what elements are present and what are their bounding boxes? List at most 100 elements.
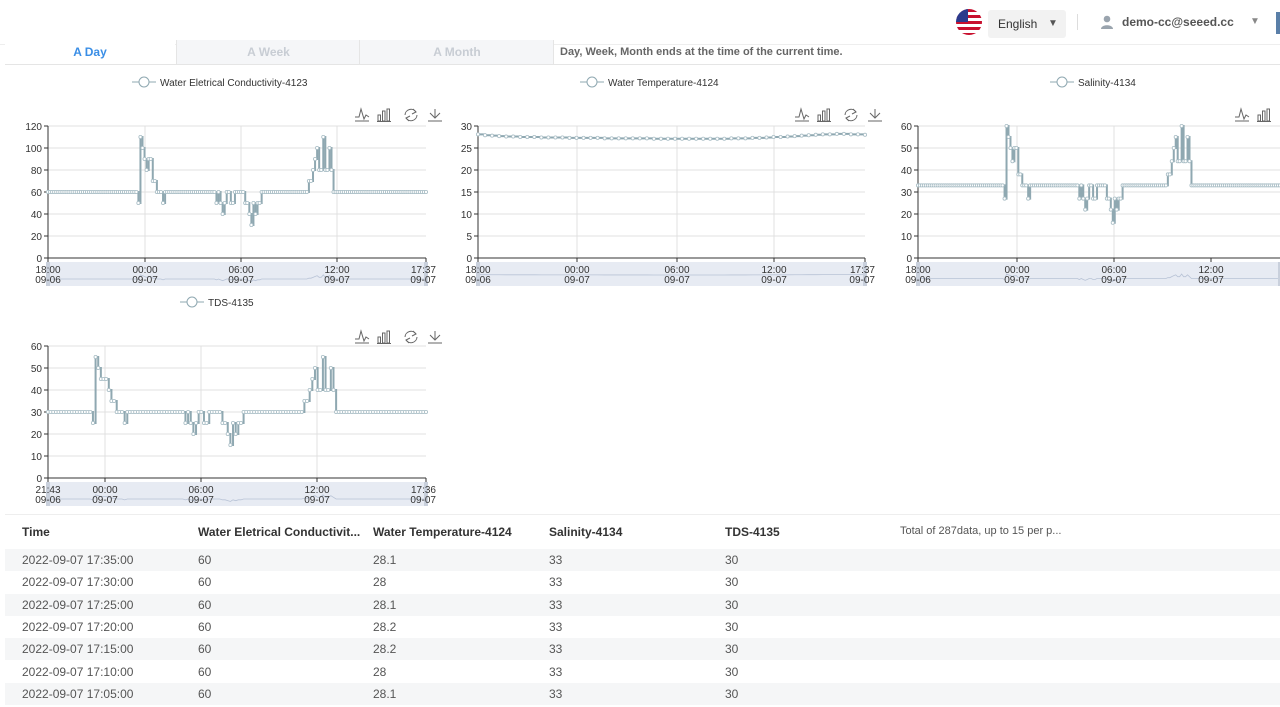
bar-chart-icon[interactable] (817, 108, 831, 122)
data-point (820, 132, 825, 137)
user-email[interactable]: demo-cc@seeed.cc (1122, 15, 1234, 29)
data-point (799, 133, 804, 138)
chart-legend[interactable]: Water Eletrical Conductivity-4123 (132, 76, 308, 89)
user-icon[interactable] (1100, 15, 1114, 29)
cell-conductivity: 60 (198, 619, 212, 634)
data-point (1169, 159, 1174, 164)
data-point (1171, 146, 1176, 151)
language-select[interactable]: English ▼ (988, 10, 1066, 38)
cell-time: 2022-09-07 17:25:00 (22, 597, 134, 612)
data-point (144, 168, 149, 173)
y-tick-label: 0 (36, 474, 42, 485)
chart-legend[interactable]: Water Temperature-4124 (580, 76, 719, 89)
restore-icon[interactable] (404, 108, 418, 122)
download-icon[interactable] (428, 331, 442, 344)
data-point (644, 136, 649, 141)
data-point (546, 135, 551, 140)
tab-a-month[interactable]: A Month (359, 40, 554, 64)
data-point (120, 410, 125, 415)
cell-conductivity: 60 (198, 664, 212, 679)
slider-handle[interactable] (46, 482, 50, 506)
data-point (245, 200, 250, 205)
tab-a-day[interactable]: A Day (5, 40, 175, 64)
data-point (518, 135, 523, 140)
data-point (609, 136, 614, 141)
data-point (122, 420, 127, 425)
chart-legend[interactable]: Salinity-4134 (1050, 76, 1136, 89)
table-row: 2022-09-07 17:30:00 60 28 33 30 (5, 571, 1280, 593)
chart-toolbox (355, 329, 442, 344)
line-chart-icon[interactable] (355, 107, 370, 122)
slider-handle[interactable] (863, 262, 867, 286)
bar-chart-icon[interactable] (377, 108, 391, 122)
restore-icon[interactable] (404, 330, 418, 344)
slider-preview (48, 494, 426, 502)
slider-handle[interactable] (424, 262, 428, 286)
data-zoom-slider[interactable] (46, 262, 428, 286)
tab-a-week[interactable]: A Week (176, 40, 360, 64)
slider-handle[interactable] (46, 262, 50, 286)
line-chart-icon[interactable] (355, 329, 370, 344)
data-point (483, 133, 488, 138)
legend-label: Water Eletrical Conductivity-4123 (160, 78, 308, 89)
data-point (325, 168, 330, 173)
x-tick-time: 18:00 (905, 265, 930, 276)
chart-tds: TDS-4135010203040506021:4309-0600:0009-0… (31, 296, 442, 506)
y-tick-label: 20 (31, 232, 43, 243)
line-chart-icon[interactable] (1235, 107, 1250, 122)
bar-chart-icon[interactable] (377, 330, 391, 344)
restore-icon[interactable] (844, 108, 858, 122)
y-tick-label: 60 (31, 342, 43, 353)
data-point (217, 410, 222, 415)
data-point (1167, 172, 1172, 177)
data-point (305, 399, 310, 404)
data-point (106, 388, 111, 393)
data-point (715, 136, 720, 141)
series-0 (46, 135, 428, 227)
slider-handle[interactable] (424, 482, 428, 506)
slider-track (478, 262, 865, 286)
chart-legend[interactable]: TDS-4135 (180, 296, 254, 309)
data-point (1014, 146, 1019, 151)
data-point (312, 366, 317, 371)
slider-track (48, 482, 426, 506)
cell-salinity: 33 (549, 664, 563, 679)
data-point (504, 134, 509, 139)
data-zoom-slider[interactable] (476, 262, 867, 286)
data-point (806, 133, 811, 138)
data-point (1118, 196, 1123, 201)
cell-tds: 30 (725, 575, 739, 590)
data-point (249, 222, 254, 227)
divider (1077, 14, 1078, 30)
slider-handle[interactable] (476, 262, 480, 286)
cell-conductivity: 60 (198, 686, 212, 701)
x-tick-time: 12:00 (1198, 265, 1223, 276)
y-tick-label: 15 (461, 188, 473, 199)
us-flag-icon[interactable] (956, 9, 982, 35)
download-icon[interactable] (428, 109, 442, 122)
data-zoom-slider[interactable] (916, 262, 1280, 286)
data-point (862, 132, 867, 137)
data-point (778, 135, 783, 140)
slider-handle[interactable] (1278, 262, 1280, 286)
data-point (148, 157, 153, 162)
chart-toolbox (1235, 107, 1271, 122)
side-panel-toggle[interactable] (1276, 12, 1280, 34)
chevron-down-icon[interactable]: ▼ (1250, 16, 1260, 27)
slider-handle[interactable] (916, 262, 920, 286)
y-tick-label: 100 (25, 144, 42, 155)
legend-marker (1056, 76, 1068, 88)
data-point (623, 136, 628, 141)
data-point (1026, 196, 1031, 201)
line-chart-icon[interactable] (795, 107, 810, 122)
cell-temperature: 28.1 (373, 686, 397, 701)
data-zoom-slider[interactable] (46, 482, 428, 506)
chart-water-temperature: Water Temperature-412405101520253018:000… (461, 76, 882, 286)
data-point (93, 355, 98, 360)
cell-time: 2022-09-07 17:05:00 (22, 686, 134, 701)
download-icon[interactable] (868, 109, 882, 122)
cell-tds: 30 (725, 553, 739, 567)
bar-chart-icon[interactable] (1257, 108, 1271, 122)
column-header-tds: TDS-4135 (725, 525, 780, 539)
data-point (1185, 135, 1190, 140)
